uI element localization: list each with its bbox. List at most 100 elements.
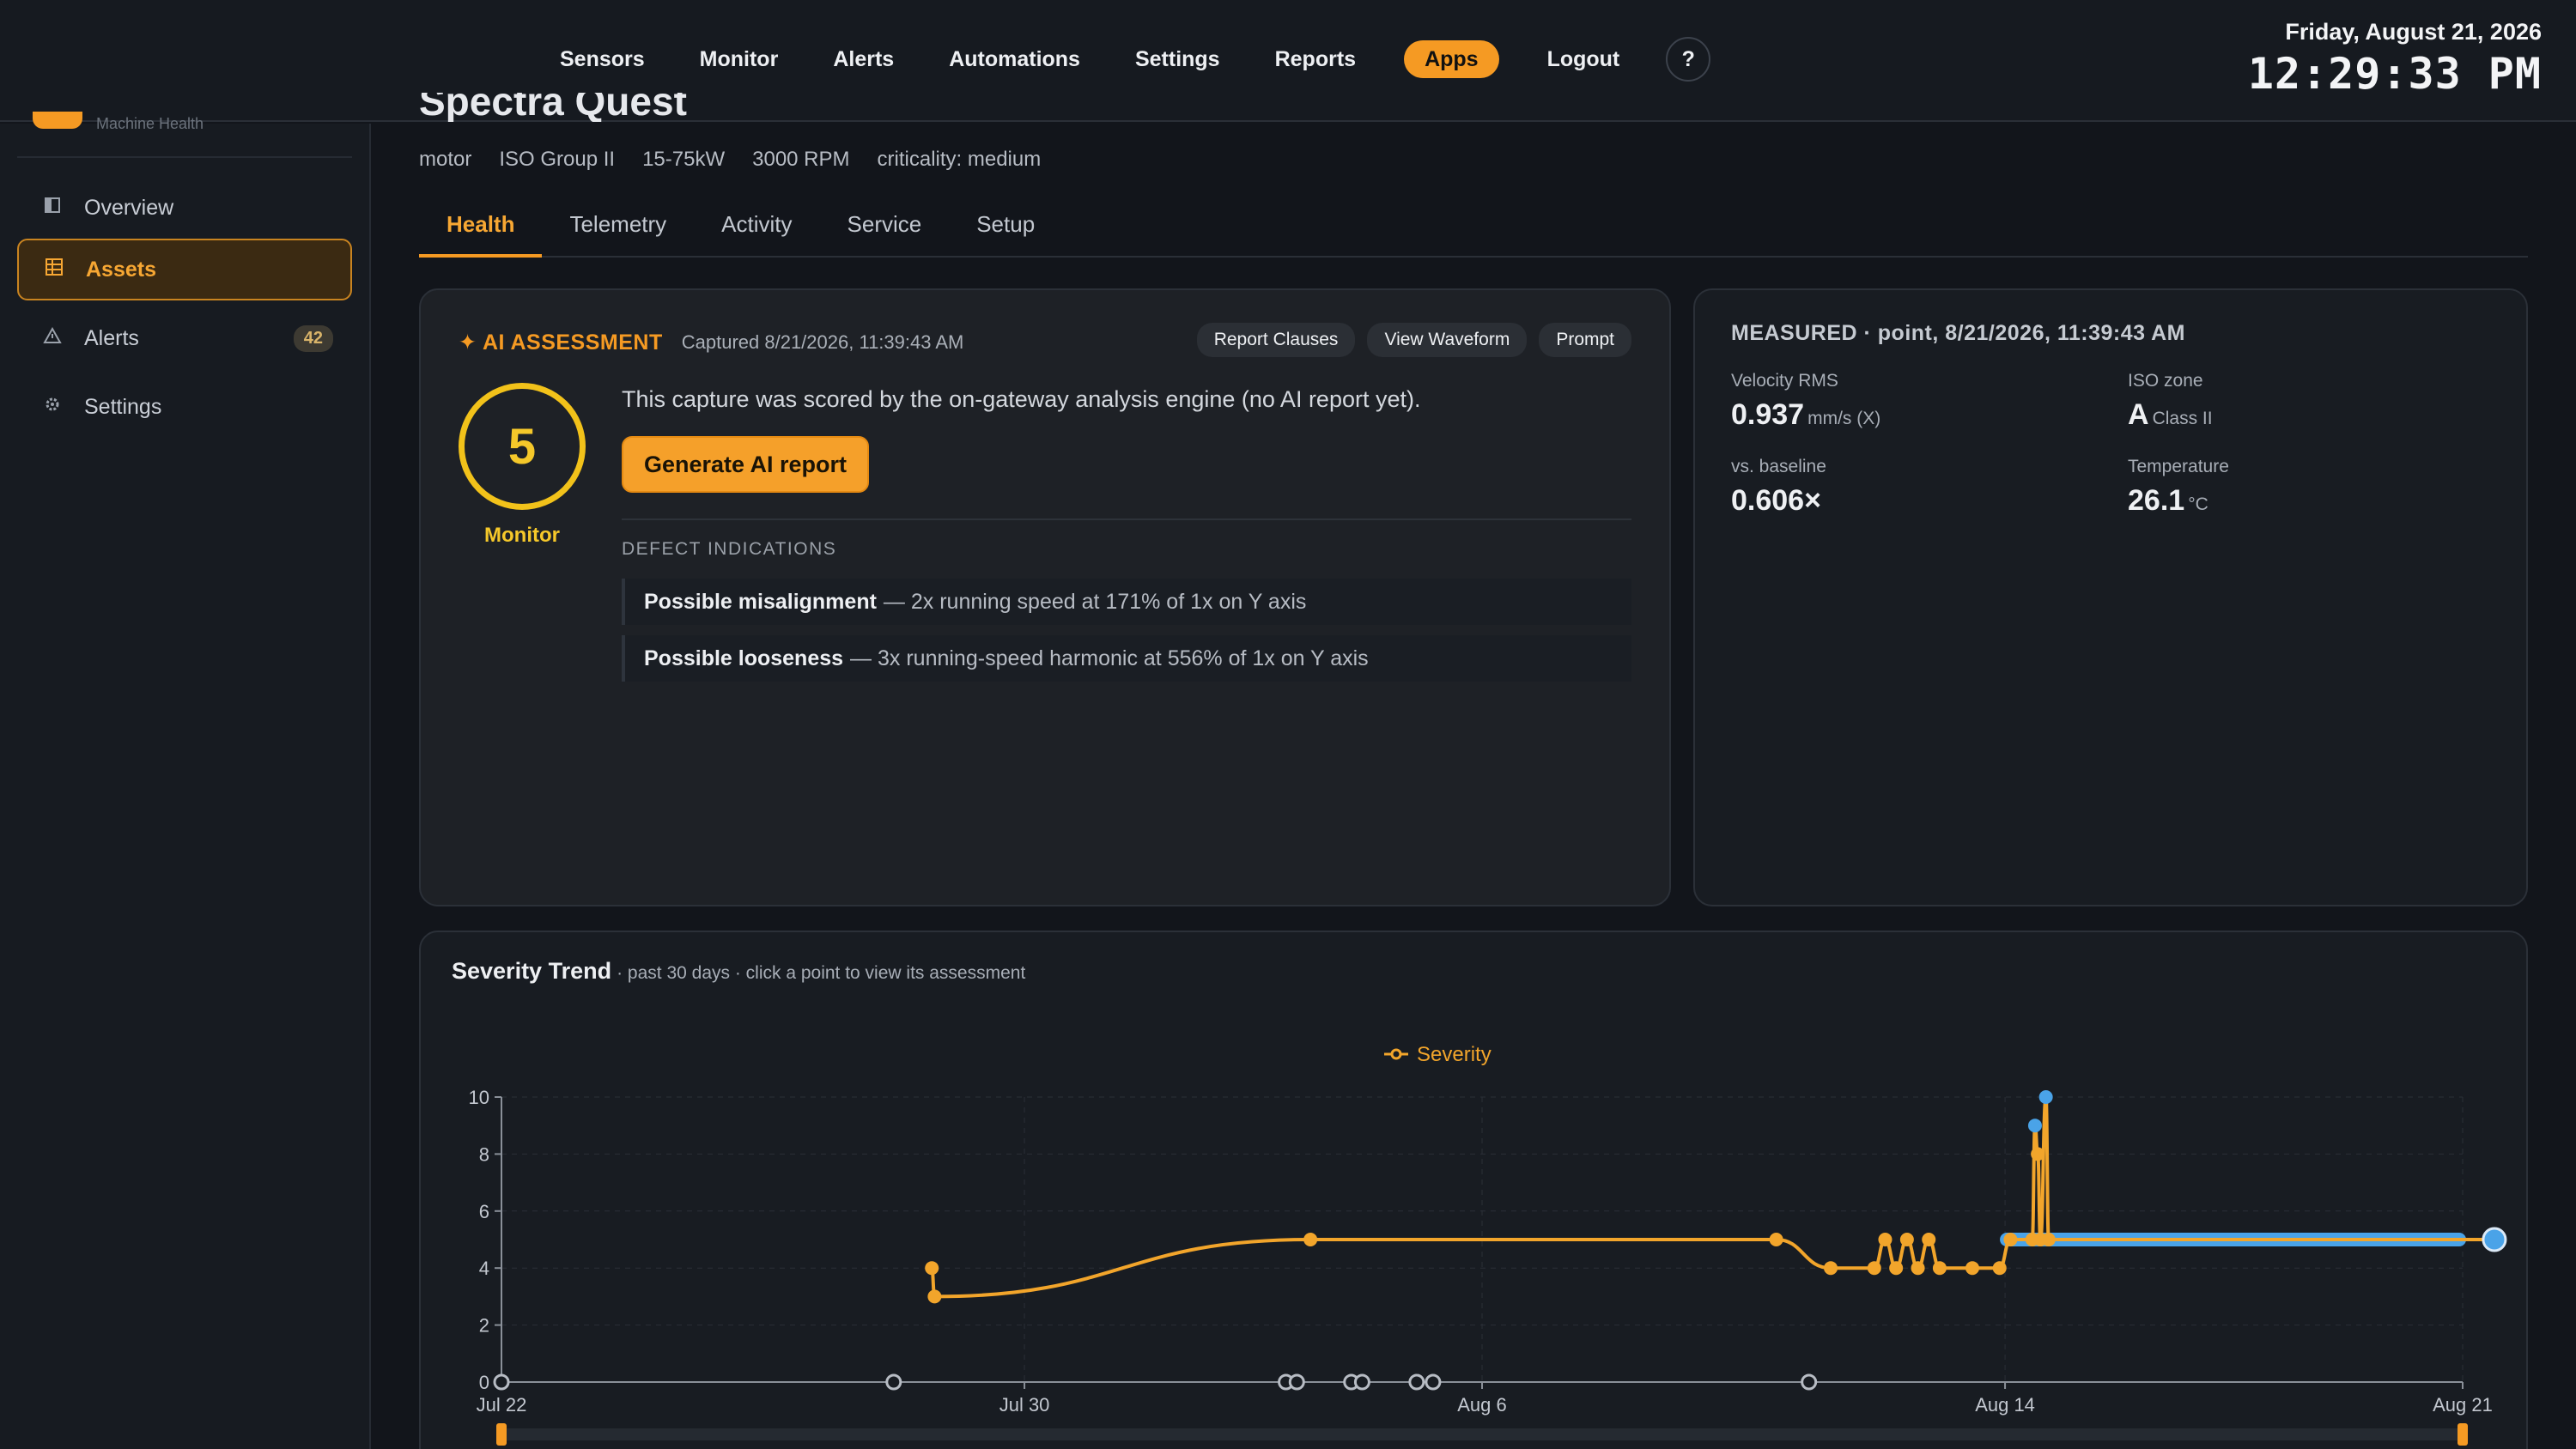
severity-point[interactable] <box>2038 1090 2053 1104</box>
brand-text: Machine Health <box>96 115 204 132</box>
iso-zone-label: ISO zone <box>2128 371 2203 391</box>
ai-captured-time: Captured 8/21/2026, 11:39:43 AM <box>681 331 964 353</box>
severity-point[interactable] <box>1303 1233 1318 1246</box>
tab-activity[interactable]: Activity <box>721 211 793 237</box>
defect-detail: — 2x running speed at 171% of 1x on Y ax… <box>883 589 1307 614</box>
prompt-button[interactable]: Prompt <box>1539 323 1631 357</box>
defect-item: Possible looseness — 3x running-speed ha… <box>622 635 1631 682</box>
severity-point[interactable] <box>2041 1233 2056 1246</box>
trend-subtitle: · past 30 days · click a point to view i… <box>617 963 1026 983</box>
zero-point[interactable] <box>1288 1373 1305 1391</box>
trend-title-text: Severity Trend <box>452 958 612 984</box>
severity-point[interactable] <box>1899 1233 1914 1246</box>
sidebar-divider <box>17 156 352 158</box>
tab-telemetry[interactable]: Telemetry <box>569 211 667 237</box>
temperature-number: 26.1 <box>2128 484 2185 517</box>
severity-point[interactable] <box>1911 1261 1925 1276</box>
severity-point[interactable] <box>1932 1261 1947 1276</box>
asset-power-range: 15-75kW <box>642 148 726 171</box>
severity-point[interactable] <box>1965 1261 1979 1276</box>
zero-point[interactable] <box>1353 1373 1370 1391</box>
asset-type: motor <box>419 148 472 171</box>
brand-logo <box>33 112 82 129</box>
severity-point[interactable] <box>1889 1261 1904 1276</box>
tab-service[interactable]: Service <box>847 211 922 237</box>
severity-point[interactable] <box>1867 1261 1881 1276</box>
severity-point[interactable] <box>1992 1261 2007 1276</box>
selected-point[interactable] <box>2482 1227 2507 1252</box>
report-clauses-button[interactable]: Report Clauses <box>1196 323 1356 357</box>
velocity-rms-value: 0.937 mm/s (X) <box>1731 398 1880 432</box>
tab-health[interactable]: Health <box>419 204 543 258</box>
iso-zone-value: A Class II <box>2128 398 2213 432</box>
ai-actions: Report Clauses View Waveform Prompt <box>1185 323 1631 357</box>
nav-logout[interactable]: Logout <box>1546 46 1620 71</box>
severity-score-ring: 5 <box>459 383 586 510</box>
y-tick-label: 2 <box>479 1315 489 1337</box>
generate-ai-report-button[interactable]: Generate AI report <box>622 436 869 493</box>
sidebar-item-alerts[interactable]: Alerts 42 <box>17 307 352 369</box>
temperature-value: 26.1 °C <box>2128 484 2208 518</box>
ai-message: This capture was scored by the on-gatewa… <box>622 386 1421 412</box>
view-waveform-button[interactable]: View Waveform <box>1367 323 1528 357</box>
nav-apps[interactable]: Apps <box>1404 40 1499 78</box>
zero-point[interactable] <box>1425 1373 1442 1391</box>
velocity-rms-number: 0.937 <box>1731 398 1805 431</box>
sidebar-item-overview[interactable]: Overview <box>17 177 352 239</box>
asset-iso-group: ISO Group II <box>499 148 616 171</box>
nav-automations[interactable]: Automations <box>949 46 1080 71</box>
range-slider-track <box>501 1428 2463 1440</box>
sidebar-item-label: Settings <box>84 394 162 419</box>
severity-point[interactable] <box>1922 1233 1936 1246</box>
zero-point[interactable] <box>885 1373 902 1391</box>
zero-point[interactable] <box>1408 1373 1425 1391</box>
severity-point[interactable] <box>2031 1147 2045 1161</box>
severity-point[interactable] <box>2003 1233 2018 1246</box>
help-button[interactable]: ? <box>1666 37 1711 82</box>
legend-swatch-marker <box>1390 1048 1402 1060</box>
severity-point[interactable] <box>1878 1233 1893 1246</box>
nav-alerts[interactable]: Alerts <box>833 46 895 71</box>
defect-indications-heading: DEFECT INDICATIONS <box>622 539 837 559</box>
x-tick-label: Aug 6 <box>1457 1394 1507 1416</box>
range-slider-start-handle[interactable] <box>496 1423 507 1446</box>
measured-heading: MEASURED · point, 8/21/2026, 11:39:43 AM <box>1731 321 2185 345</box>
severity-trend-chart[interactable]: 0 2 4 6 8 10 Jul 22 Jul 30 Aug 6 Aug 14 Aug 21 Seve… <box>421 975 2530 1449</box>
severity-point[interactable] <box>927 1289 942 1304</box>
y-tick-label: 8 <box>479 1143 489 1165</box>
trend-title: Severity Trend · past 30 days · click a p… <box>452 958 1025 985</box>
sidebar-item-assets[interactable]: Assets <box>17 239 352 300</box>
zero-point[interactable] <box>493 1373 510 1391</box>
nav-settings[interactable]: Settings <box>1134 46 1220 71</box>
severity-point[interactable] <box>1769 1233 1783 1246</box>
y-tick-label: 0 <box>479 1372 489 1393</box>
x-tick-label: Jul 30 <box>999 1394 1050 1416</box>
top-bar: Sensors Monitor Alerts Automations Setti… <box>0 0 2576 122</box>
ai-assessment-label: ✦ AI ASSESSMENT <box>459 330 663 355</box>
tab-setup[interactable]: Setup <box>976 211 1036 237</box>
nav-reports[interactable]: Reports <box>1274 46 1357 71</box>
x-tick-label: Aug 14 <box>1975 1394 2035 1416</box>
x-tick-label: Aug 21 <box>2433 1394 2493 1416</box>
range-slider-end-handle[interactable] <box>2458 1423 2468 1446</box>
nav-monitor[interactable]: Monitor <box>699 46 779 71</box>
clock-date: Friday, August 21, 2026 <box>2285 19 2542 45</box>
sidebar-item-label: Overview <box>84 195 174 220</box>
x-tick-label: Jul 22 <box>477 1394 527 1416</box>
nav-sensors[interactable]: Sensors <box>560 46 645 71</box>
iso-zone-letter: A <box>2128 398 2149 431</box>
legend-label: Severity <box>1417 1043 1492 1066</box>
asset-tabs: Health Telemetry Activity Service Setup <box>419 204 2528 258</box>
velocity-rms-unit: mm/s (X) <box>1807 409 1881 428</box>
severity-point[interactable] <box>1824 1261 1838 1276</box>
warning-icon <box>43 326 62 349</box>
asset-criticality: criticality: medium <box>877 148 1042 171</box>
severity-point[interactable] <box>2027 1119 2042 1133</box>
zero-point[interactable] <box>1801 1373 1818 1391</box>
velocity-rms-label: Velocity RMS <box>1731 371 1838 391</box>
ai-assessment-header: ✦ AI ASSESSMENT Captured 8/21/2026, 11:3… <box>459 330 963 355</box>
severity-status-label: Monitor <box>484 524 560 547</box>
severity-point[interactable] <box>925 1261 939 1276</box>
y-tick-label: 10 <box>469 1087 489 1108</box>
sidebar-item-settings[interactable]: Settings <box>17 376 352 438</box>
